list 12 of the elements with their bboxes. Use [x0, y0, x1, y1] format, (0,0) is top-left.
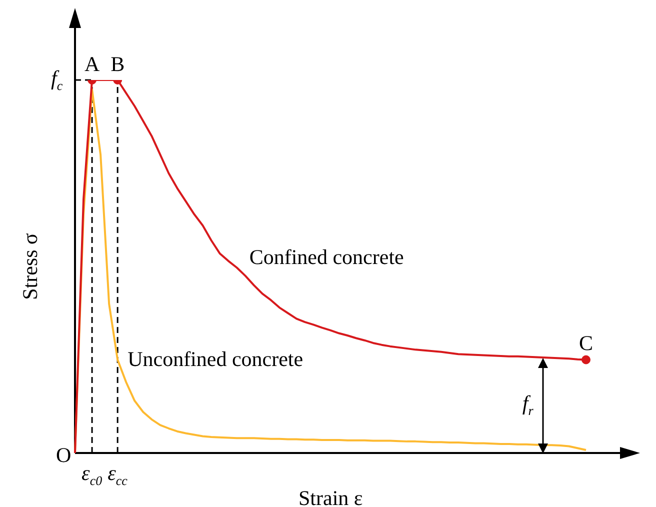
y-axis-title: Stress σ: [17, 233, 42, 300]
series-label: Confined concrete: [249, 245, 404, 270]
ref-line-label: f$_{c}$: [51, 66, 63, 94]
annotation: B: [110, 52, 125, 76]
x-tick-label: ε$_{c0}$: [82, 461, 102, 488]
x-axis-title: Strain ε: [298, 486, 363, 507]
x-tick-label: ε$_{cc}$: [108, 461, 128, 488]
annotation: C: [579, 330, 594, 355]
annotation: f$_{r}$: [522, 391, 534, 418]
series-label: Unconfined concrete: [128, 347, 304, 372]
annotation: A: [84, 52, 100, 76]
annotation: O: [56, 442, 72, 466]
